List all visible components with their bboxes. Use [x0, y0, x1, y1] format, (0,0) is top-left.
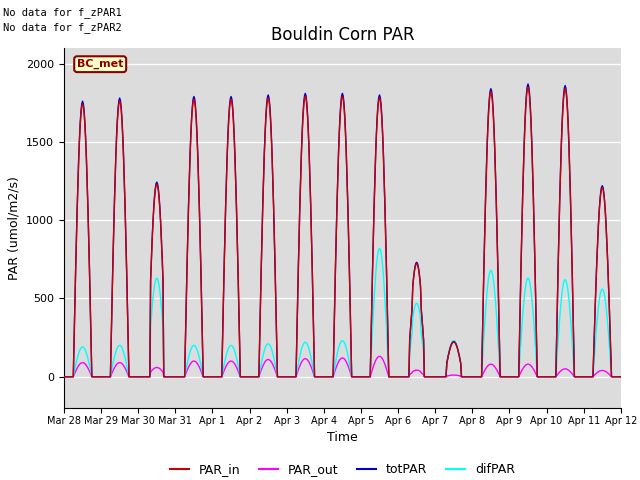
PAR_out: [182, 370, 190, 375]
PAR_out: [617, 374, 625, 380]
difPAR: [60, 374, 68, 380]
PAR_out: [60, 374, 68, 380]
difPAR: [376, 245, 383, 251]
PAR_in: [334, 176, 342, 181]
PAR_in: [524, 84, 532, 90]
difPAR: [389, 374, 397, 380]
PAR_in: [617, 374, 625, 380]
difPAR: [206, 374, 214, 380]
Line: totPAR: totPAR: [64, 84, 621, 377]
PAR_out: [389, 374, 397, 380]
totPAR: [206, 374, 214, 380]
totPAR: [182, 301, 190, 307]
difPAR: [334, 348, 342, 354]
difPAR: [182, 366, 190, 372]
PAR_out: [334, 360, 342, 366]
totPAR: [524, 81, 532, 87]
Text: BC_met: BC_met: [77, 59, 124, 69]
totPAR: [60, 374, 68, 380]
PAR_out: [566, 369, 574, 375]
difPAR: [444, 356, 451, 361]
Line: PAR_in: PAR_in: [64, 87, 621, 377]
Text: No data for f_zPAR2: No data for f_zPAR2: [3, 22, 122, 33]
difPAR: [566, 315, 574, 321]
Legend: PAR_in, PAR_out, totPAR, difPAR: PAR_in, PAR_out, totPAR, difPAR: [165, 458, 520, 480]
totPAR: [388, 374, 396, 380]
PAR_in: [388, 374, 396, 380]
difPAR: [617, 374, 625, 380]
Line: difPAR: difPAR: [64, 248, 621, 377]
PAR_in: [182, 302, 190, 308]
Line: PAR_out: PAR_out: [64, 356, 621, 377]
X-axis label: Time: Time: [327, 431, 358, 444]
PAR_in: [60, 374, 68, 380]
Y-axis label: PAR (umol/m2/s): PAR (umol/m2/s): [8, 176, 20, 280]
PAR_in: [206, 374, 214, 380]
PAR_in: [443, 360, 451, 366]
PAR_out: [376, 353, 383, 359]
PAR_out: [444, 373, 451, 379]
Text: No data for f_zPAR1: No data for f_zPAR1: [3, 7, 122, 18]
totPAR: [566, 197, 574, 203]
Title: Bouldin Corn PAR: Bouldin Corn PAR: [271, 25, 414, 44]
PAR_in: [566, 198, 574, 204]
PAR_out: [206, 374, 214, 380]
totPAR: [443, 360, 451, 366]
totPAR: [617, 374, 625, 380]
totPAR: [334, 173, 342, 179]
